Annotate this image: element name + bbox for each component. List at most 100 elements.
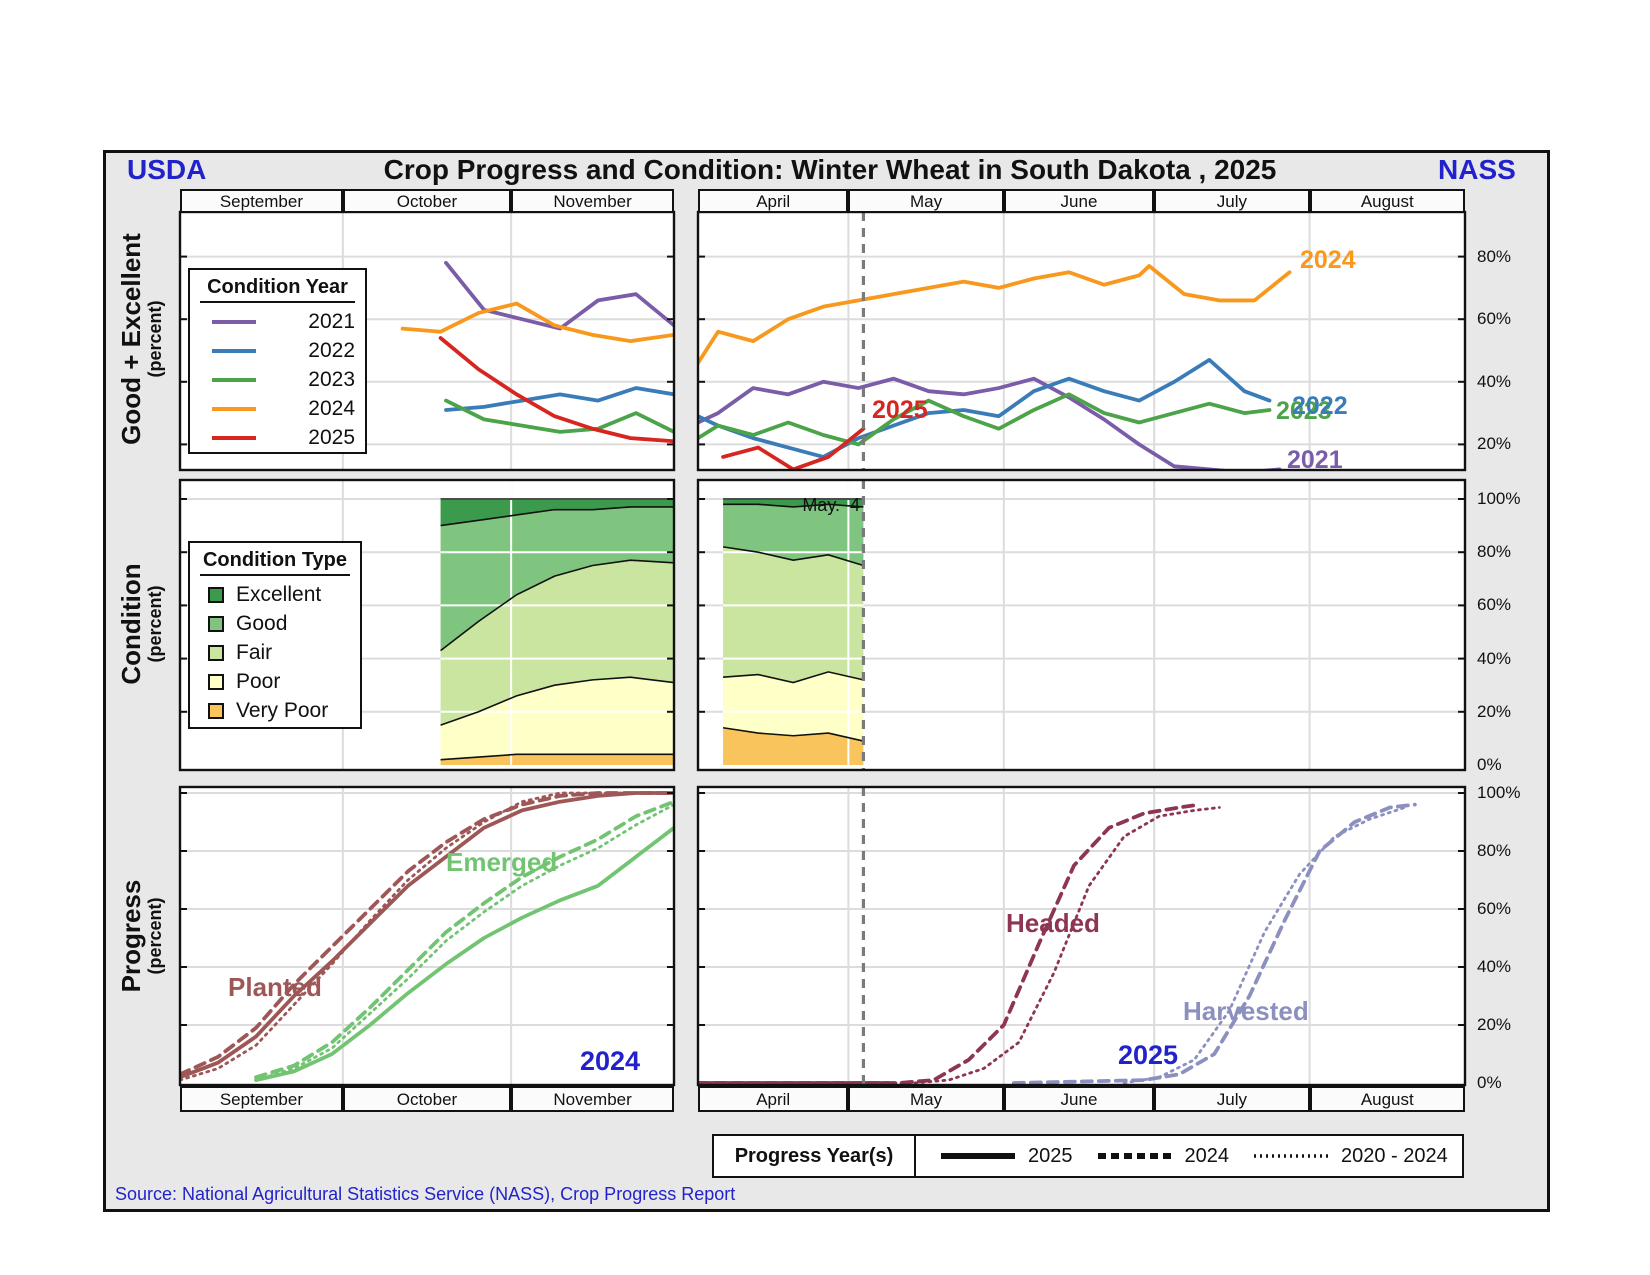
series-2023 xyxy=(698,392,1272,447)
condition-year-legend-title: Condition Year xyxy=(200,276,355,303)
line-swatch-2022 xyxy=(212,348,256,353)
month-cell-november: November xyxy=(511,1086,674,1112)
legend-item-avg-dotted: 2020 - 2024 xyxy=(1251,1145,1448,1168)
y-tick-cond-40: 40% xyxy=(1477,648,1512,668)
panel-spring_condition xyxy=(698,480,1465,770)
series-2022 xyxy=(444,386,674,412)
nass-logo-text: NASS xyxy=(1438,154,1516,185)
series-label-2023: 2023 xyxy=(1276,397,1332,425)
y-tick-ge-20: 20% xyxy=(1477,434,1512,454)
swatch-excellent xyxy=(208,586,224,603)
legend-item-2024-dashed: 2024 xyxy=(1095,1145,1229,1168)
month-cell-august: August xyxy=(1309,189,1465,213)
series-harvested-2024 xyxy=(1011,802,1417,1085)
series-2021 xyxy=(698,376,1282,470)
row-label-good-excellent: Good + Excellent (percent) xyxy=(116,233,165,445)
line-swatch-2023 xyxy=(212,377,256,382)
line-swatch-2024 xyxy=(212,406,256,411)
headed-label: Headed xyxy=(1006,908,1100,938)
band-good xyxy=(723,504,864,566)
month-cell-september: September xyxy=(180,1086,343,1112)
series-label-2025: 2025 xyxy=(872,396,928,424)
y-tick-cond-60: 60% xyxy=(1477,595,1512,615)
month-cell-august: August xyxy=(1309,1086,1465,1112)
swatch-poor xyxy=(208,673,224,690)
row-label-condition: Condition (percent) xyxy=(116,563,165,685)
series-headed-2020-2024-avg xyxy=(698,806,1221,1085)
y-tick-prog-20: 20% xyxy=(1477,1015,1512,1034)
dashed-line-sample xyxy=(1097,1153,1172,1159)
month-cell-may: May xyxy=(848,1086,1004,1112)
line-swatch-2021 xyxy=(212,319,256,324)
y-tick-cond-20: 20% xyxy=(1477,701,1512,721)
legend-row-good: Good xyxy=(200,609,350,638)
band-fair xyxy=(723,546,864,683)
band-very-poor xyxy=(440,754,674,765)
spring-panel-year-label: 2025 xyxy=(1118,1040,1179,1070)
series-planted-2020-2024-avg xyxy=(180,791,674,1082)
y-tick-prog-80: 80% xyxy=(1477,841,1512,860)
series-label-2021: 2021 xyxy=(1287,446,1343,474)
series-harvested-2020-2024-avg xyxy=(1122,806,1407,1085)
fall-panel-year-label: 2024 xyxy=(580,1046,641,1076)
panel-spring_good_excellent xyxy=(698,212,1465,470)
month-cell-june: June xyxy=(1003,1086,1155,1112)
page-title: Crop Progress and Condition: Winter Whea… xyxy=(383,154,1277,185)
planted-label: Planted xyxy=(228,972,322,1002)
series-emerged-2025 xyxy=(254,825,674,1082)
y-tick-cond-0: 0% xyxy=(1477,755,1502,774)
legend-row-poor: Poor xyxy=(200,667,350,696)
condition-type-legend: Condition Type Excellent Good Fair Poor … xyxy=(188,541,362,729)
y-tick-cond-100: 100% xyxy=(1477,489,1521,508)
month-cell-may: May xyxy=(848,189,1004,213)
month-cell-july: July xyxy=(1154,1086,1310,1112)
y-tick-cond-80: 80% xyxy=(1477,542,1512,562)
y-tick-prog-60: 60% xyxy=(1477,899,1512,918)
series-planted-2025 xyxy=(180,791,674,1080)
legend-row-2023: 2023 xyxy=(200,365,355,394)
series-2024 xyxy=(698,264,1292,365)
panel-fall_progress xyxy=(180,787,674,1085)
band-very-poor xyxy=(723,727,864,765)
month-cell-october: October xyxy=(342,1086,512,1112)
month-cell-september: September xyxy=(180,189,343,213)
series-planted-2024 xyxy=(180,791,674,1077)
series-emerged-2024 xyxy=(254,799,674,1080)
series-2023 xyxy=(444,398,674,434)
y-tick-ge-40: 40% xyxy=(1477,371,1512,391)
swatch-good xyxy=(208,615,224,632)
series-2025 xyxy=(438,336,674,444)
legend-row-excellent: Excellent xyxy=(200,580,350,609)
swatch-fair xyxy=(208,644,224,661)
source-note: Source: National Agricultural Statistics… xyxy=(115,1184,736,1204)
legend-row-2024: 2024 xyxy=(200,394,355,423)
legend-row-2025: 2025 xyxy=(200,423,355,452)
month-cell-june: June xyxy=(1003,189,1155,213)
band-fair xyxy=(440,560,674,726)
month-cell-april: April xyxy=(698,189,849,213)
row-label-progress: Progress (percent) xyxy=(116,879,165,993)
dotted-line-sample xyxy=(1254,1154,1328,1158)
band-poor xyxy=(440,677,674,760)
current-date-label: May. 4 xyxy=(802,495,860,515)
emerged-label: Emerged xyxy=(446,847,558,877)
series-label-2022: 2022 xyxy=(1292,392,1348,420)
usda-logo-text: USDA xyxy=(127,154,207,185)
month-cell-july: July xyxy=(1154,189,1310,213)
y-tick-ge-80: 80% xyxy=(1477,246,1512,266)
legend-row-2022: 2022 xyxy=(200,336,355,365)
y-tick-ge-60: 60% xyxy=(1477,309,1512,329)
series-label-2024: 2024 xyxy=(1300,246,1356,274)
band-poor xyxy=(723,671,864,742)
progress-years-legend: Progress Year(s) 2025 2024 2020 - 2024 xyxy=(712,1134,1464,1178)
legend-row-2021: 2021 xyxy=(200,307,355,336)
condition-year-legend: Condition Year 2021 2022 2023 2024 2025 xyxy=(188,268,367,454)
month-cell-october: October xyxy=(342,189,512,213)
y-tick-prog-0: 0% xyxy=(1477,1073,1502,1092)
panel-spring_progress xyxy=(698,787,1465,1085)
month-cell-november: November xyxy=(511,189,674,213)
band-excellent xyxy=(440,499,674,526)
solid-line-sample xyxy=(941,1153,1015,1159)
legend-row-fair: Fair xyxy=(200,638,350,667)
